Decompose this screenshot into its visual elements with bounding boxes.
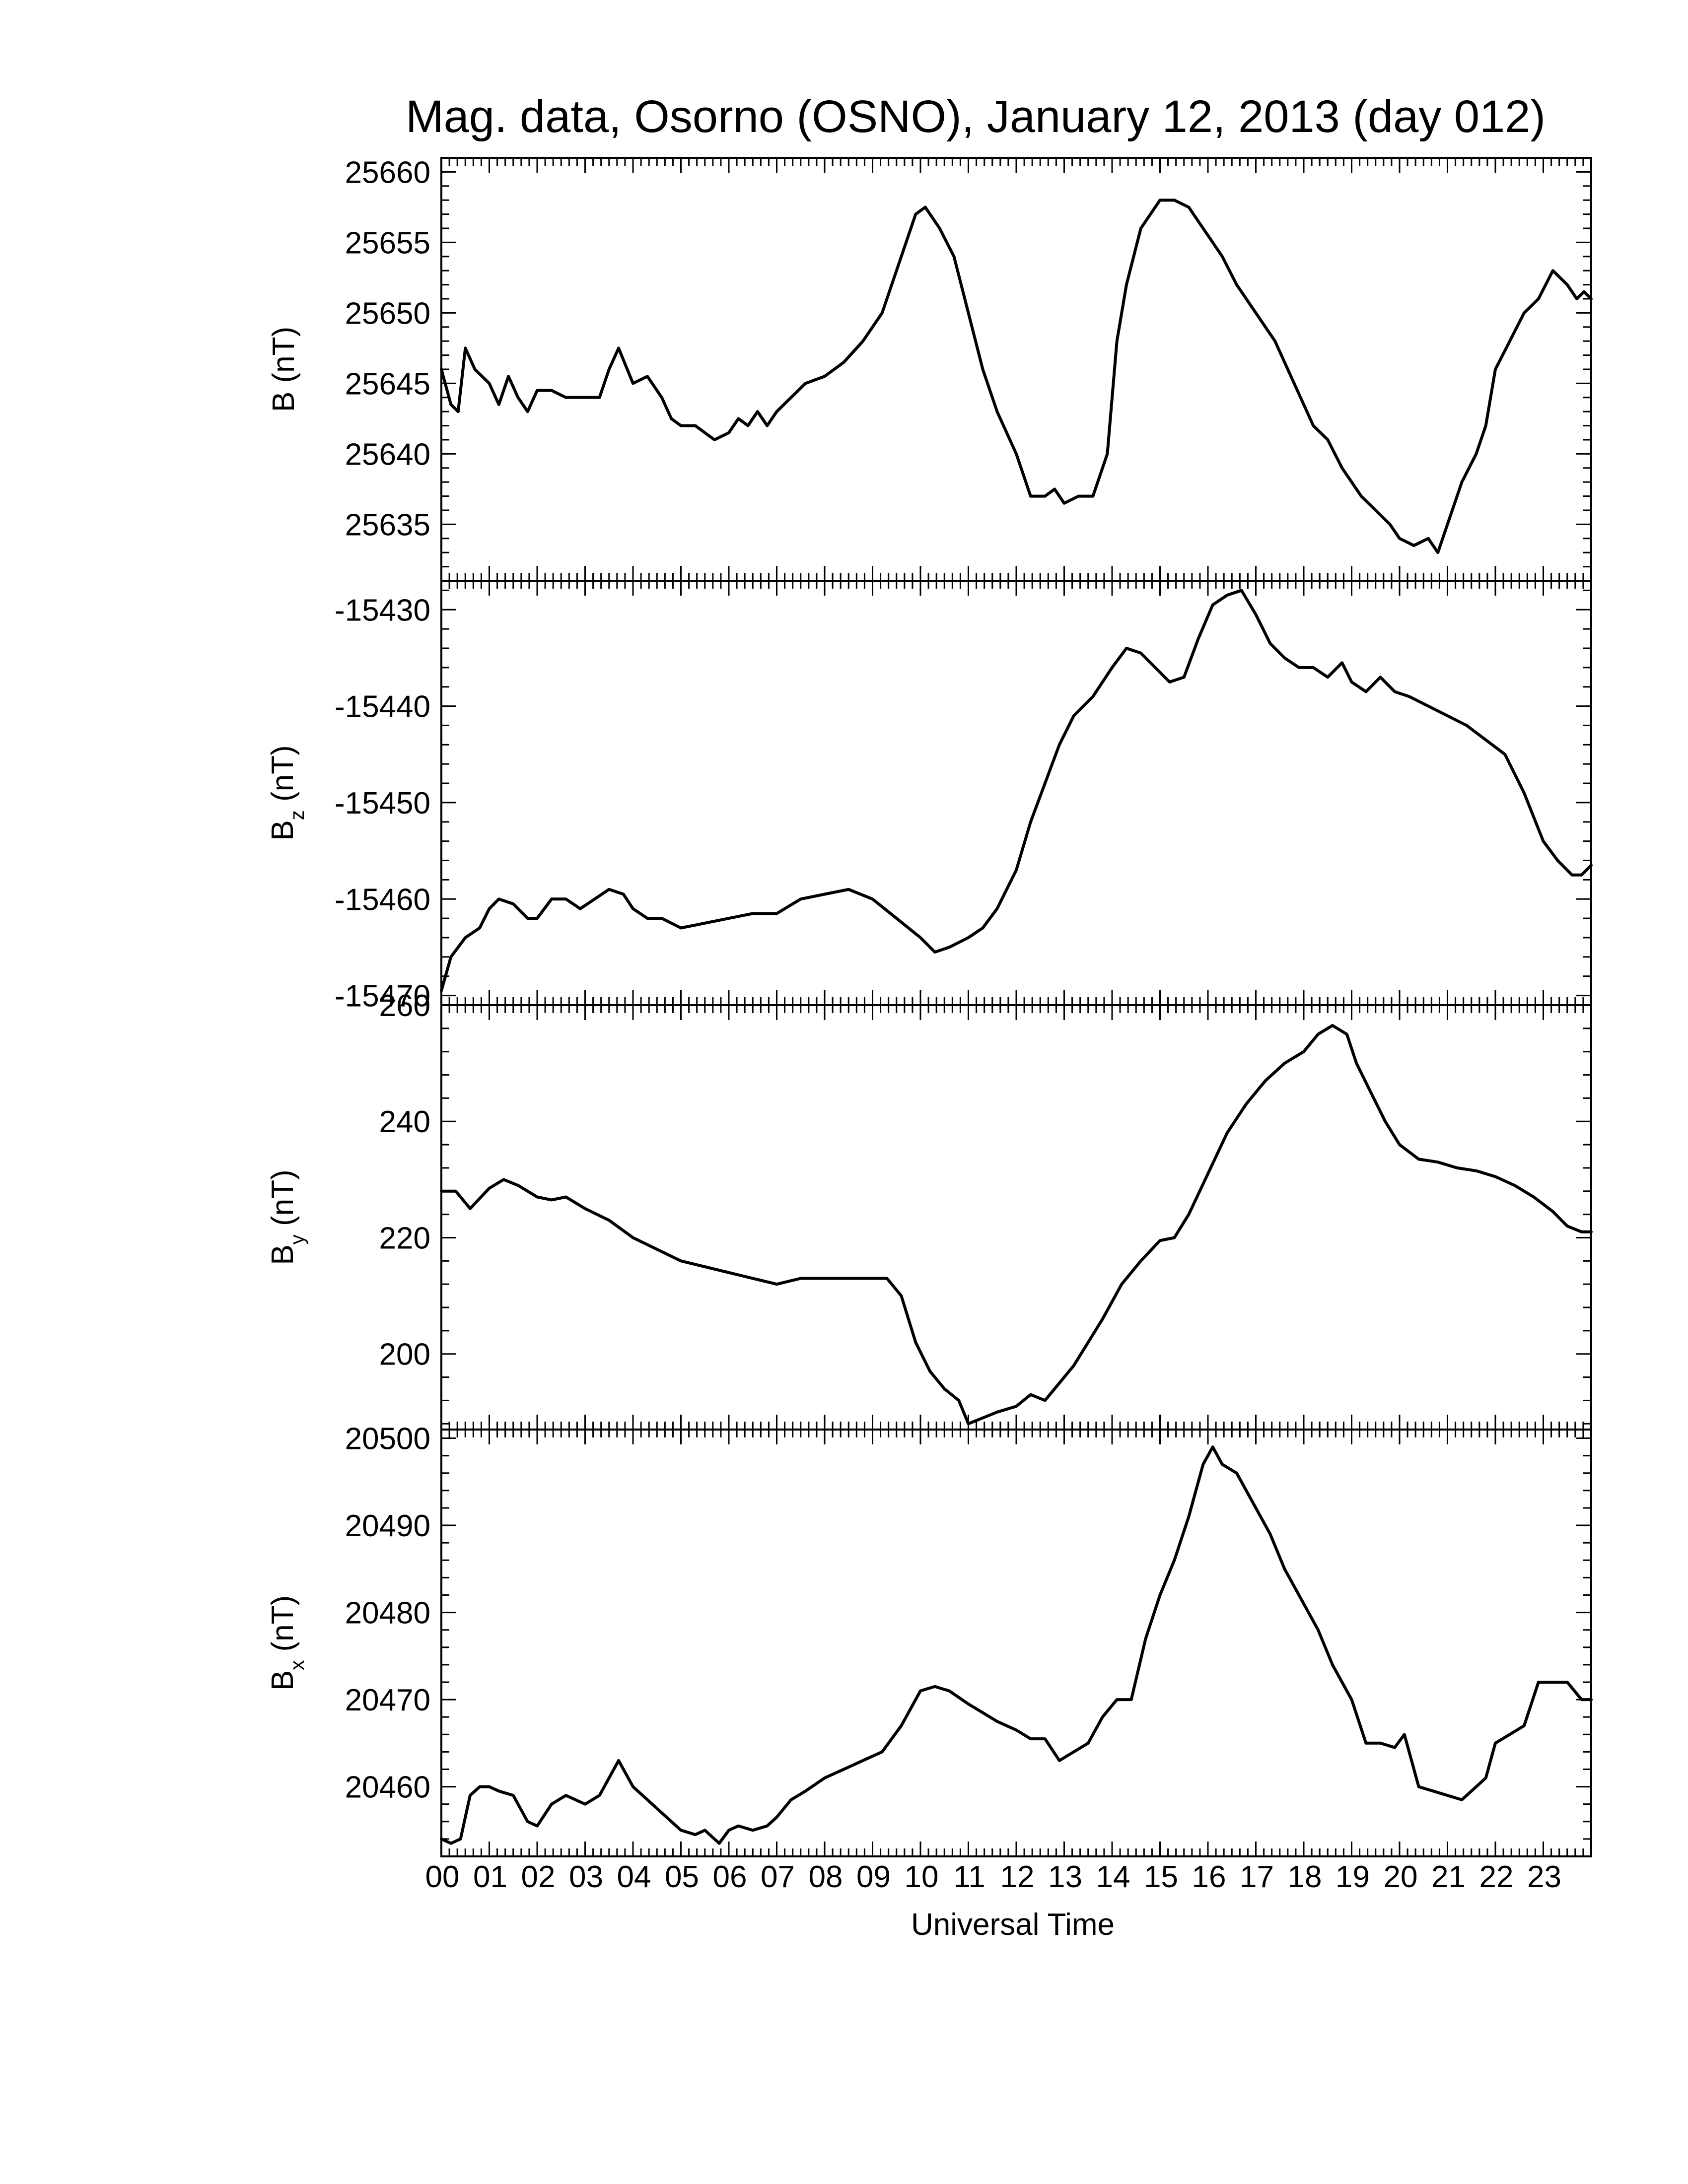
- panels: 25635 25640 25645 25650 25655 25660 B (nT) -154…: [266, 155, 1593, 1894]
- y-tick-label: 25640: [345, 437, 430, 472]
- x-tick-label: 13: [1048, 1860, 1082, 1894]
- x-tick-label: 12: [1000, 1860, 1035, 1894]
- panel-b: 25635 25640 25645 25650 25655 25660 B (nT): [267, 155, 1593, 582]
- series-line-b: [440, 199, 1593, 554]
- panel-bx: 20460 20470 20480 20490 20500 Bx (nT): [266, 1422, 1593, 1857]
- series-line-bz: [440, 589, 1593, 992]
- y-tick-label: -15450: [335, 786, 430, 820]
- x-tick-label: 07: [761, 1860, 795, 1894]
- y-tick-label: 25660: [345, 155, 430, 190]
- x-tick-label: 01: [473, 1860, 507, 1894]
- series-line-by: [440, 1024, 1593, 1426]
- y-tick-label: 25650: [345, 296, 430, 331]
- x-tick-label: 23: [1527, 1860, 1561, 1894]
- y-axis-label: Bx (nT): [266, 1595, 308, 1691]
- x-tick-label: 19: [1336, 1860, 1370, 1894]
- y-tick-label: 20460: [345, 1771, 430, 1805]
- x-tick-label: 08: [809, 1860, 843, 1894]
- x-tick-label: 14: [1096, 1860, 1130, 1894]
- y-tick-label: 240: [379, 1105, 430, 1139]
- panel-by: 200 220 240 260 By (nT): [266, 989, 1593, 1431]
- x-axis-label: Universal Time: [911, 1908, 1115, 1942]
- plot-frame: [440, 1429, 1592, 1857]
- x-tick-label: 15: [1144, 1860, 1178, 1894]
- y-tick-label: -15470: [335, 979, 430, 1014]
- x-tick-label: 18: [1288, 1860, 1322, 1894]
- x-tick-label: 06: [713, 1860, 747, 1894]
- y-axis-label: Bz (nT): [266, 745, 308, 840]
- x-tick-label: 09: [856, 1860, 891, 1894]
- y-tick-label: 25635: [345, 508, 430, 542]
- y-axis-label: By (nT): [266, 1169, 308, 1265]
- x-tick-label: 20: [1384, 1860, 1418, 1894]
- y-tick-label: -15430: [335, 593, 430, 627]
- x-tick-label: 11: [953, 1860, 985, 1894]
- y-tick-label: -15460: [335, 883, 430, 917]
- y-tick-label: 20500: [345, 1422, 430, 1456]
- x-tick-label: 02: [521, 1860, 556, 1894]
- y-tick-label: 25645: [345, 367, 430, 401]
- plot-frame: [440, 580, 1592, 1006]
- y-tick-label: 220: [379, 1221, 430, 1255]
- y-tick-label: 200: [379, 1338, 430, 1372]
- x-tick-label: 00: [425, 1860, 460, 1894]
- panel-bz: -15470 -15460 -15450 -15440 -15430 Bz (nT): [266, 580, 1593, 1014]
- plot-frame: [440, 1004, 1592, 1431]
- y-tick-label: 20470: [345, 1683, 430, 1717]
- y-tick-label: 20490: [345, 1509, 430, 1543]
- x-tick-label: 04: [617, 1860, 651, 1894]
- x-tick-label: 03: [569, 1860, 603, 1894]
- x-tick-label: 10: [905, 1860, 939, 1894]
- plot-frame: [440, 157, 1592, 582]
- x-tick-label: 17: [1240, 1860, 1274, 1894]
- y-tick-label: 260: [379, 989, 430, 1023]
- y-axis-label: B (nT): [267, 327, 301, 412]
- x-tick-label: 22: [1479, 1860, 1514, 1894]
- y-tick-label: -15440: [335, 690, 430, 724]
- x-tick-label: 05: [665, 1860, 699, 1894]
- x-tick-label: 21: [1431, 1860, 1466, 1894]
- chart-title: Mag. data, Osorno (OSNO), January 12, 20…: [406, 91, 1546, 142]
- y-tick-label: 25655: [345, 226, 430, 260]
- x-tick-label: 16: [1192, 1860, 1226, 1894]
- y-tick-label: 20480: [345, 1596, 430, 1631]
- series-line-bx: [440, 1445, 1593, 1845]
